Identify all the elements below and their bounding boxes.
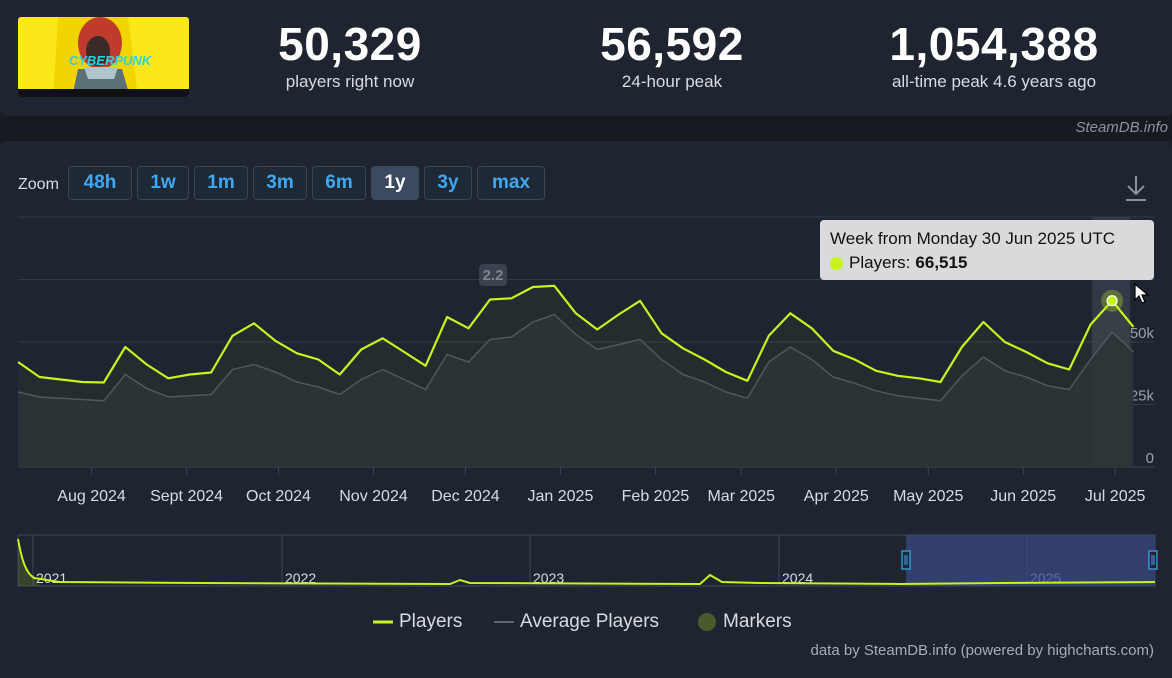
zoom-label: Zoom: [18, 176, 59, 193]
stat-all-time-peak: 1,054,388 all-time peak 4.6 years ago: [844, 18, 1144, 94]
stat-label: all-time peak 4.6 years ago: [891, 72, 1097, 91]
legend-label: Players: [399, 611, 463, 632]
x-tick-label: Feb 2025: [622, 488, 690, 505]
x-tick-label: Oct 2024: [246, 488, 311, 505]
navigator-tick-label: 2023: [533, 570, 564, 586]
x-tick-label: Aug 2024: [57, 488, 126, 505]
navigator-handle-left[interactable]: [901, 550, 911, 570]
stat-players-now: 50,329 players right now: [200, 18, 500, 94]
navigator-handle-right[interactable]: [1148, 550, 1158, 570]
game-logo[interactable]: CYBERPUNK: [18, 17, 189, 97]
stat-label: players right now: [285, 72, 415, 91]
players-line[interactable]: [17, 284, 1135, 384]
stat-label: 24-hour peak: [621, 72, 723, 91]
y-tick-label: 25k: [1130, 388, 1155, 405]
legend-label: Markers: [723, 611, 792, 632]
stat-24h-peak: 56,592 24-hour peak: [522, 18, 822, 94]
zoom-button-1m[interactable]: 1m: [194, 166, 248, 200]
x-tick-label: Apr 2025: [804, 488, 869, 505]
zoom-button-3y[interactable]: 3y: [424, 166, 472, 200]
tooltip-series-label: Players:: [849, 253, 911, 272]
zoom-button-1w[interactable]: 1w: [137, 166, 189, 200]
x-tick-label: Jan 2025: [528, 488, 594, 505]
zoom-button-6m[interactable]: 6m: [312, 166, 366, 200]
download-icon[interactable]: [1124, 174, 1148, 202]
legend-item-average-players[interactable]: Average Players: [494, 607, 659, 637]
x-tick-label: May 2025: [893, 488, 963, 505]
average-players-area: [18, 314, 1134, 467]
x-tick-label: Nov 2024: [339, 488, 408, 505]
mouse-cursor-icon: [1134, 283, 1150, 304]
y-tick-label: 0: [1146, 450, 1154, 467]
x-tick-label: Dec 2024: [431, 488, 500, 505]
zoom-button-max[interactable]: max: [477, 166, 545, 200]
x-tick-label: Mar 2025: [707, 488, 775, 505]
stat-value: 50,329: [278, 18, 422, 70]
steamdb-credit[interactable]: SteamDB.info: [1075, 119, 1168, 136]
chart-legend: Players Average Players Markers: [0, 607, 1172, 637]
y-tick-label: 50k: [1130, 325, 1155, 342]
navigator-selection[interactable]: [906, 535, 1155, 586]
chart-tooltip: Week from Monday 30 Jun 2025 UTC Players…: [820, 220, 1154, 280]
navigator-tick-label: 2021: [36, 570, 67, 586]
zoom-button-1y[interactable]: 1y: [371, 166, 419, 200]
average-players-line[interactable]: [17, 313, 1135, 402]
marker-label: 2.2: [483, 267, 504, 284]
navigator-tick-label: 2022: [285, 570, 316, 586]
hover-point[interactable]: [1106, 295, 1118, 307]
zoom-button-48h[interactable]: 48h: [68, 166, 132, 200]
navigator-series-area: [18, 539, 40, 586]
x-tick-label: Jul 2025: [1085, 488, 1146, 505]
tooltip-value: 66,515: [915, 253, 968, 272]
tooltip-series-dot: [830, 256, 843, 270]
x-tick-label: Jun 2025: [990, 488, 1056, 505]
tooltip-title: Week from Monday 30 Jun 2025 UTC: [830, 229, 1116, 248]
stat-value: 1,054,388: [889, 18, 1099, 70]
navigator-tick-label: 2024: [782, 570, 813, 586]
x-tick-label: Sept 2024: [150, 488, 223, 505]
zoom-button-3m[interactable]: 3m: [253, 166, 307, 200]
legend-item-players[interactable]: Players: [373, 607, 462, 637]
data-credit[interactable]: data by SteamDB.info (powered by highcha…: [810, 642, 1155, 659]
game-logo-text: CYBERPUNK: [69, 53, 153, 68]
navigator-series-line: [17, 538, 1156, 586]
stats-panel: CYBERPUNK 50,329 players right now 56,59…: [0, 0, 1172, 116]
legend-item-markers[interactable]: Markers: [697, 607, 792, 637]
legend-label: Average Players: [520, 611, 660, 632]
stat-value: 56,592: [600, 18, 744, 70]
marker-badge[interactable]: [479, 264, 508, 286]
